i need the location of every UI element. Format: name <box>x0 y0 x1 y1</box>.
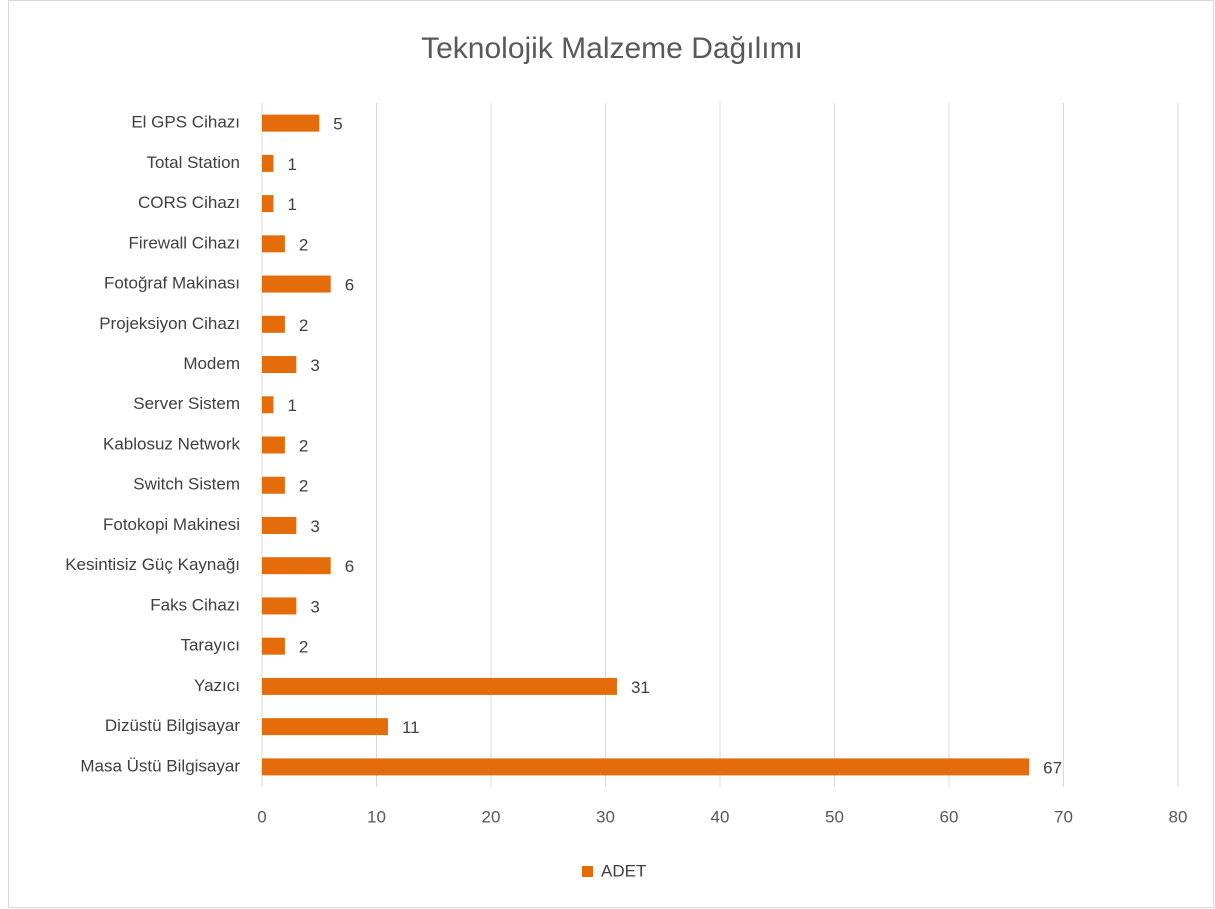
y-tick-label: Modem <box>183 354 240 373</box>
x-tick-label: 40 <box>711 807 730 826</box>
bar <box>262 114 320 132</box>
data-label: 11 <box>402 718 420 737</box>
bar <box>262 396 274 414</box>
y-tick-label: Fotoğraf Makinası <box>104 274 240 293</box>
data-label: 5 <box>333 115 342 134</box>
legend-label: ADET <box>601 861 646 880</box>
x-tick-label: 20 <box>482 807 501 826</box>
chart-border <box>8 0 1214 908</box>
x-tick-label: 60 <box>940 807 959 826</box>
x-tick-label: 70 <box>1054 807 1073 826</box>
y-tick-label: Yazıcı <box>194 676 240 695</box>
data-label: 2 <box>299 235 308 254</box>
x-tick-label: 10 <box>367 807 386 826</box>
y-tick-label: Tarayıcı <box>180 636 240 655</box>
bar <box>262 637 285 655</box>
bar <box>262 597 297 615</box>
data-label: 1 <box>287 195 296 214</box>
y-tick-label: Total Station <box>146 153 240 172</box>
y-tick-label: Dizüstü Bilgisayar <box>105 716 240 735</box>
bar <box>262 677 617 695</box>
y-tick-label: El GPS Cihazı <box>131 113 240 132</box>
y-tick-label: Kesintisiz Güç Kaynağı <box>65 555 240 574</box>
data-label: 3 <box>310 356 319 375</box>
y-tick-label: Firewall Cihazı <box>129 233 240 252</box>
data-label: 3 <box>310 597 319 616</box>
bar <box>262 516 297 534</box>
bar <box>262 195 274 213</box>
legend-swatch <box>582 866 593 877</box>
data-label: 6 <box>345 557 354 576</box>
data-label: 2 <box>299 477 308 496</box>
bar <box>262 154 274 172</box>
x-tick-label: 0 <box>257 807 266 826</box>
x-tick-label: 50 <box>825 807 844 826</box>
bar <box>262 718 388 736</box>
x-tick-label: 80 <box>1169 807 1188 826</box>
data-label: 2 <box>299 436 308 455</box>
bar <box>262 356 297 374</box>
y-tick-label: Projeksiyon Cihazı <box>99 314 240 333</box>
bar <box>262 275 331 293</box>
bar <box>262 557 331 575</box>
y-tick-label: Kablosuz Network <box>103 434 241 453</box>
data-label: 2 <box>299 638 308 657</box>
y-tick-label: CORS Cihazı <box>138 193 240 212</box>
bar <box>262 235 285 253</box>
y-tick-label: Fotokopi Makinesi <box>103 515 240 534</box>
bar <box>262 436 285 454</box>
data-label: 1 <box>287 396 296 415</box>
y-tick-label: Server Sistem <box>133 394 240 413</box>
y-tick-label: Masa Üstü Bilgisayar <box>80 756 240 775</box>
x-tick-label: 30 <box>596 807 615 826</box>
y-tick-label: Switch Sistem <box>133 475 240 494</box>
data-label: 1 <box>287 155 296 174</box>
chart-title: Teknolojik Malzeme Dağılımı <box>421 32 803 65</box>
data-label: 2 <box>299 316 308 335</box>
data-label: 6 <box>345 276 354 295</box>
bar <box>262 476 285 494</box>
data-label: 3 <box>310 517 319 536</box>
bar <box>262 758 1030 776</box>
bar <box>262 315 285 333</box>
y-tick-label: Faks Cihazı <box>150 595 240 614</box>
data-label: 31 <box>631 678 650 697</box>
data-label: 67 <box>1043 758 1062 777</box>
